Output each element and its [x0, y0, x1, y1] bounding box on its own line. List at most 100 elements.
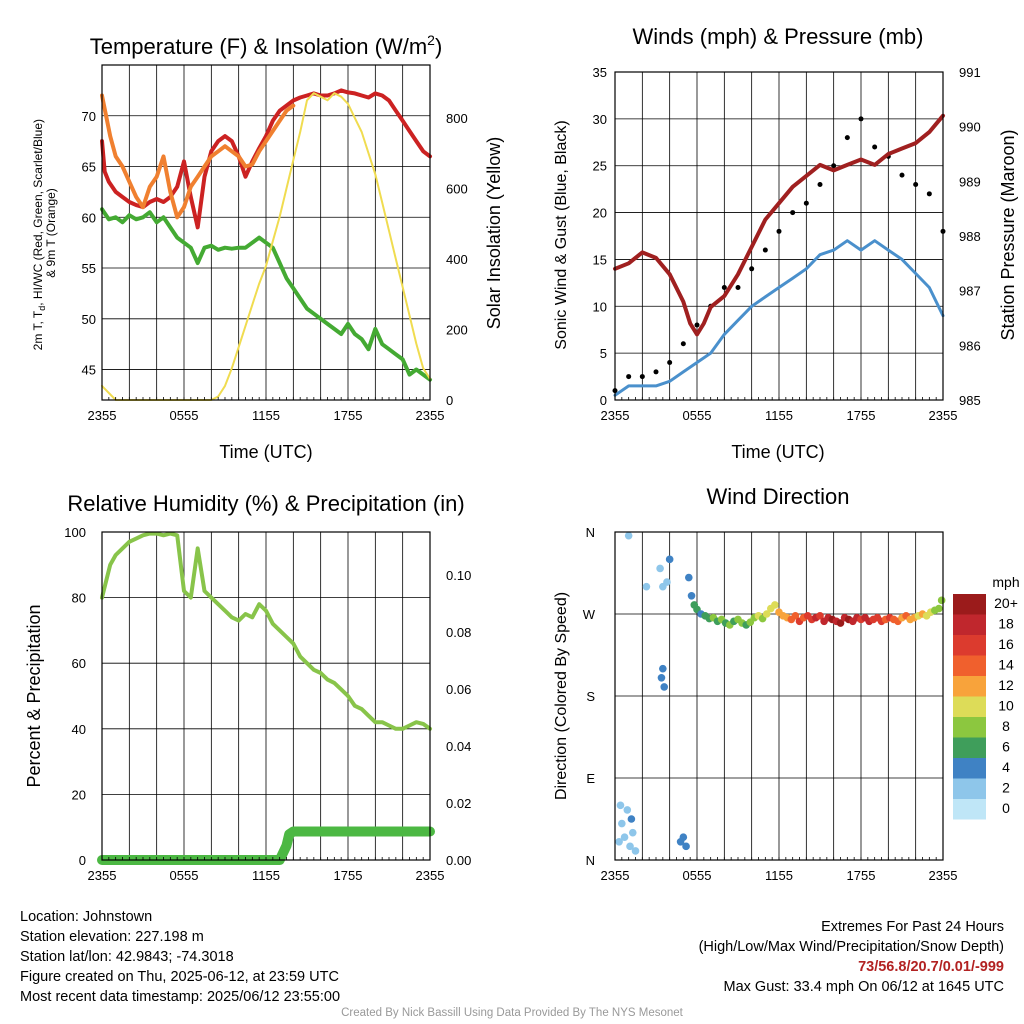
colorbar-label: 12 — [998, 677, 1014, 693]
temperature-grid — [101, 65, 431, 400]
y-tick-label: 60 — [82, 210, 96, 225]
y-tick-label: E — [586, 771, 595, 786]
gust-point — [790, 210, 796, 216]
wind-direction-axes: 2355 0555 1155 1755 2355 N E S W N — [583, 525, 958, 883]
temperature-line — [100, 88, 432, 230]
colorbar-swatch — [953, 635, 986, 656]
station-latlon: Station lat/lon: 42.9843; -74.3018 — [20, 949, 234, 965]
gust-point — [653, 369, 659, 375]
x-tick-label: 1755 — [847, 408, 876, 423]
y-tick-label: 0 — [79, 853, 86, 868]
wind-direction-point — [663, 578, 671, 586]
x-tick-label: 2355 — [88, 868, 117, 883]
y2-tick-label: 988 — [959, 229, 981, 244]
colorbar-swatch — [953, 655, 986, 676]
wind-direction-point — [656, 564, 664, 573]
winds-y2label: Station Pressure (Maroon) — [998, 129, 1018, 340]
colorbar-label: 18 — [998, 616, 1014, 632]
humidity-grid — [101, 531, 431, 861]
y2-tick-label: 986 — [959, 338, 981, 353]
station-elevation: Station elevation: 227.198 m — [20, 929, 204, 945]
y2-tick-label: 990 — [959, 120, 981, 135]
wind-direction-point — [624, 531, 633, 540]
y2-tick-label: 0 — [446, 393, 453, 408]
gust-point — [626, 374, 632, 380]
wind-direction-title: Wind Direction — [706, 484, 849, 509]
winds-ylabel: Sonic Wind & Gust (Blue, Black) — [553, 120, 570, 349]
wind-direction-point — [615, 837, 623, 846]
gust-point — [776, 228, 782, 234]
wind-direction-point — [626, 842, 634, 851]
x-tick-label: 2355 — [416, 408, 445, 423]
x-tick-label: 2355 — [929, 868, 958, 883]
colorbar-swatch — [953, 594, 986, 615]
gust-point — [680, 341, 686, 347]
wind-direction-point — [620, 833, 629, 842]
temperature-panel: Temperature (F) & Insolation (W/m2) 2355… — [31, 32, 504, 462]
y-tick-label: 0 — [600, 393, 607, 408]
extremes-info: Extremes For Past 24 Hours (High/Low/Max… — [699, 917, 1004, 997]
gust-point — [817, 181, 823, 187]
x-tick-label: 1755 — [847, 868, 876, 883]
wind-direction-point — [791, 612, 800, 620]
y-tick-label: 55 — [82, 261, 96, 276]
y-tick-label: 20 — [593, 206, 607, 221]
gust-point — [667, 360, 673, 366]
wind-direction-point — [935, 604, 943, 613]
x-tick-label: 2355 — [416, 868, 445, 883]
colorbar-label: 20+ — [994, 595, 1018, 611]
gust-point — [735, 285, 741, 291]
max-gust: Max Gust: 33.4 mph On 06/12 at 1645 UTC — [723, 979, 1004, 995]
gust-point — [913, 181, 919, 187]
y-tick-label: 10 — [593, 299, 607, 314]
wind-direction-panel: Wind Direction 2355 0555 1155 1755 2355 N E S W N… — [553, 484, 1020, 883]
dewpoint-line — [100, 207, 432, 382]
colorbar-swatch — [953, 676, 986, 697]
colorbar-swatch — [953, 778, 986, 799]
wind-direction-point — [660, 683, 668, 691]
y2-tick-label: 991 — [959, 65, 981, 80]
temperature-xlabel: Time (UTC) — [219, 442, 312, 462]
x-tick-label: 1755 — [334, 408, 363, 423]
colorbar-swatch — [953, 737, 986, 758]
y-tick-label: S — [586, 689, 595, 704]
y2-tick-label: 0.00 — [446, 853, 471, 868]
x-tick-label: 1155 — [252, 408, 280, 423]
temperature-axes: 2355 0555 1155 1755 2355 45 50 55 60 65 70 0 200 400 6… — [82, 64, 468, 423]
x-tick-label: 1155 — [765, 868, 793, 883]
y-tick-label: 35 — [593, 65, 607, 80]
gust-point — [858, 116, 864, 122]
gust-point — [844, 135, 850, 141]
gust-point — [762, 247, 768, 253]
colorbar-swatch — [953, 758, 986, 779]
gust-point — [639, 374, 645, 380]
recent-data: Most recent data timestamp: 2025/06/12 2… — [20, 989, 341, 1005]
humidity-panel: Relative Humidity (%) & Precipitation (i… — [24, 491, 471, 883]
gust-point — [694, 322, 700, 328]
wind-direction-point — [631, 847, 640, 855]
wind-direction-points — [615, 531, 946, 855]
colorbar-swatch — [953, 696, 986, 717]
wind-direction-point — [687, 591, 696, 600]
y-tick-label: 100 — [64, 525, 86, 540]
colorbar-swatch — [953, 614, 986, 635]
pressure-line — [613, 113, 945, 337]
wind-direction-point — [771, 601, 779, 609]
y-tick-label: 45 — [82, 363, 96, 378]
colorbar-label: 2 — [1002, 780, 1010, 796]
gust-point — [721, 285, 727, 291]
winds-series — [612, 113, 946, 397]
wind-direction-point — [618, 819, 626, 828]
wind-direction-point — [937, 596, 946, 605]
wind-direction-point — [679, 833, 688, 842]
figure-created: Figure created on Thu, 2025-06-12, at 23… — [20, 969, 339, 985]
wind-direction-point — [836, 619, 845, 627]
y-tick-label: 20 — [72, 787, 86, 802]
y2-tick-label: 0.08 — [446, 625, 471, 640]
wind-direction-point — [657, 673, 666, 682]
credit-line: Created By Nick Bassill Using Data Provi… — [341, 1007, 683, 1019]
wind-direction-ylabel: Direction (Colored By Speed) — [553, 592, 570, 800]
x-tick-label: 0555 — [170, 868, 199, 883]
colorbar-label: 8 — [1002, 718, 1010, 734]
